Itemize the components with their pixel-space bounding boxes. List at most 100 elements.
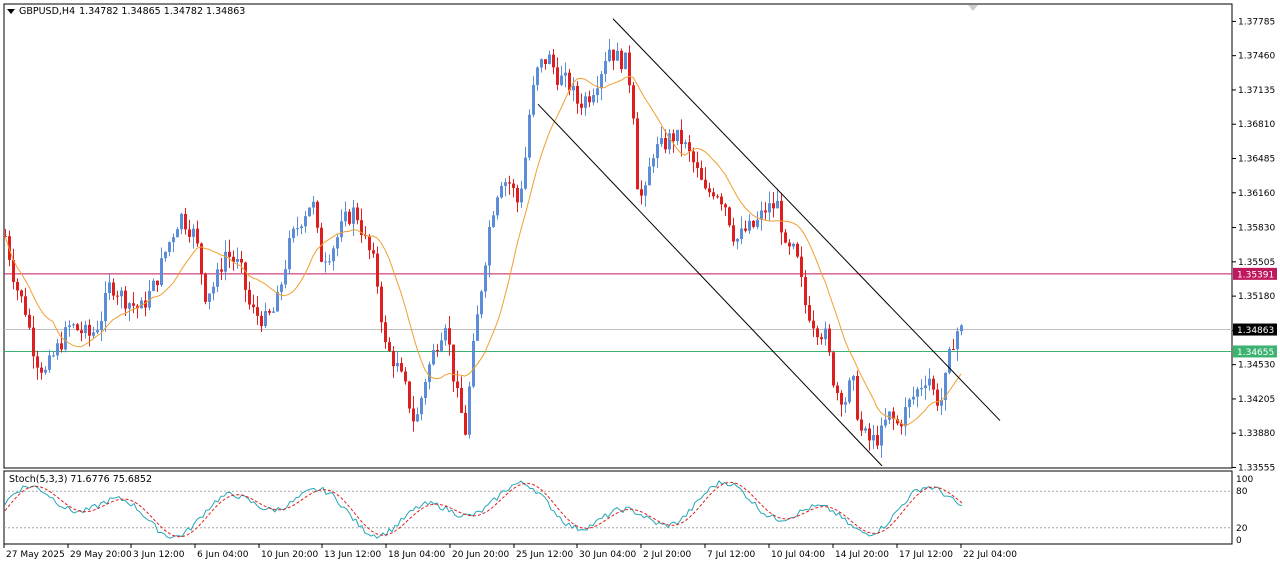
candle <box>832 350 835 388</box>
candle <box>740 216 743 245</box>
candle <box>960 324 963 336</box>
candle <box>280 282 283 301</box>
candle <box>692 147 695 173</box>
candle <box>880 417 883 458</box>
candle <box>928 368 931 391</box>
time-axis-label: 10 Jul 04:00 <box>771 550 825 560</box>
candle <box>656 136 659 168</box>
candle <box>784 229 787 244</box>
candle <box>220 258 223 281</box>
candle <box>160 247 163 287</box>
candle <box>444 324 447 346</box>
candle <box>172 233 175 253</box>
candle <box>328 254 331 266</box>
candle <box>724 203 727 217</box>
candle <box>920 379 923 397</box>
candle <box>856 370 859 421</box>
candle <box>948 346 951 375</box>
candle <box>636 112 639 190</box>
candle <box>436 343 439 357</box>
candle <box>668 129 671 155</box>
candle <box>612 49 615 71</box>
candle <box>400 357 403 373</box>
price-axis-label: 1.35180 <box>1238 292 1275 302</box>
stoch-axis-label: 20 <box>1236 524 1248 534</box>
candle <box>124 285 127 317</box>
stoch-axis-label: 0 <box>1236 536 1242 546</box>
candle <box>364 226 367 240</box>
price-axis-label: 1.36485 <box>1238 154 1275 164</box>
green-level-tag-text: 1.34655 <box>1237 348 1274 358</box>
candle <box>84 320 87 339</box>
time-axis-label: 27 May 2025 <box>6 550 65 560</box>
candle <box>300 224 303 235</box>
channel-lower-line[interactable] <box>537 103 883 467</box>
candle <box>712 187 715 200</box>
candle <box>368 234 371 260</box>
candle <box>492 210 495 228</box>
candle <box>628 45 631 93</box>
candle <box>108 274 111 301</box>
candle <box>496 195 499 220</box>
time-axis-label: 29 May 20:00 <box>70 550 132 560</box>
candle <box>716 194 719 199</box>
candle <box>908 397 911 418</box>
green-level-tag <box>1233 345 1277 358</box>
candle <box>128 302 131 322</box>
price-axis-label: 1.35830 <box>1238 224 1275 234</box>
price-axis-label: 1.37135 <box>1238 86 1275 96</box>
candle <box>188 219 191 243</box>
candle <box>684 139 687 149</box>
candle <box>92 326 95 340</box>
candle <box>416 407 419 423</box>
candle <box>48 349 51 373</box>
time-axis-label: 22 Jul 04:00 <box>963 550 1017 560</box>
candle <box>696 151 699 178</box>
candle <box>544 59 547 70</box>
candle <box>808 295 811 323</box>
candle <box>120 287 123 309</box>
candle <box>464 405 467 436</box>
candle <box>584 91 587 116</box>
candle <box>512 178 515 198</box>
candle <box>520 180 523 208</box>
channel-upper-line[interactable] <box>612 18 1001 421</box>
candle <box>884 408 887 428</box>
candle <box>516 184 519 213</box>
candle <box>620 48 623 73</box>
candle <box>180 212 183 235</box>
candle <box>20 289 23 303</box>
candle <box>80 321 83 342</box>
candle <box>96 320 99 335</box>
candle <box>304 211 307 233</box>
candle <box>76 323 79 331</box>
candle <box>336 234 339 257</box>
candle <box>460 376 463 414</box>
candle <box>528 109 531 161</box>
candle <box>660 126 663 147</box>
chart-header: GBPUSD,H4 1.34782 1.34865 1.34782 1.3486… <box>7 6 245 17</box>
candle <box>72 322 75 329</box>
candle <box>316 200 319 233</box>
candle <box>640 180 643 205</box>
red-level-tag <box>1233 267 1277 280</box>
candle <box>356 203 359 225</box>
candle <box>872 424 875 450</box>
candle <box>944 372 947 411</box>
dropdown-triangle-icon[interactable] <box>7 9 15 14</box>
candle <box>468 381 471 439</box>
candle <box>608 39 611 63</box>
candle <box>600 70 603 101</box>
chart-shift-marker[interactable] <box>968 5 978 11</box>
candle <box>12 248 15 290</box>
candle <box>728 206 731 228</box>
candle <box>772 192 775 218</box>
candle <box>580 93 583 116</box>
candle <box>236 247 239 269</box>
candle <box>224 240 227 281</box>
candle <box>792 242 795 250</box>
candle <box>560 65 563 86</box>
candle <box>704 167 707 190</box>
